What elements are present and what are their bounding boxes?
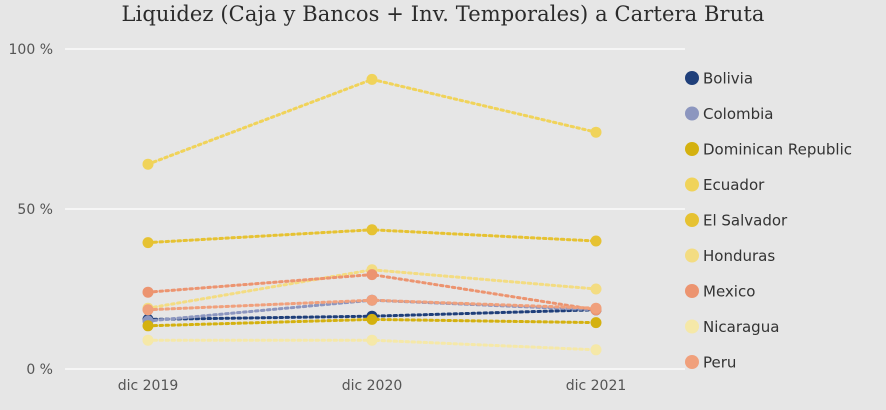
y-tick-label: 100 % (9, 42, 53, 58)
legend-label: Nicaragua (703, 318, 779, 336)
legend-item[interactable]: Honduras (685, 247, 775, 265)
legend-label: Ecuador (703, 176, 765, 194)
legend-item[interactable]: Dominican Republic (685, 141, 852, 159)
data-point (366, 334, 378, 346)
legend-marker (685, 106, 699, 121)
legend-marker (685, 248, 699, 263)
series-nicaragua (142, 334, 602, 356)
legend-marker (685, 319, 699, 334)
legend-marker (685, 142, 699, 156)
data-point (142, 286, 154, 298)
series-peru (142, 294, 602, 316)
data-point (590, 235, 602, 247)
data-point (590, 302, 602, 314)
x-tick-label: dic 2020 (342, 378, 403, 394)
series-el-salvador (142, 224, 602, 249)
chart-title: Liquidez (Caja y Bancos + Inv. Temporale… (121, 2, 765, 26)
legend-label: Mexico (703, 283, 755, 301)
data-point (366, 224, 378, 236)
legend-label: El Salvador (703, 212, 788, 230)
y-tick-label: 0 % (26, 362, 53, 378)
legend-marker (685, 355, 699, 369)
legend-label: Dominican Republic (703, 141, 852, 159)
series-lines (142, 73, 602, 356)
x-tick-label: dic 2021 (566, 378, 627, 394)
legend-label: Honduras (703, 247, 775, 265)
data-point (142, 237, 154, 249)
series-dominican-republic (142, 313, 602, 332)
legend-label: Bolivia (703, 70, 753, 88)
legend-label: Peru (703, 354, 736, 372)
data-point (142, 334, 154, 346)
legend-item[interactable]: Colombia (685, 105, 774, 123)
legend: Bolivia Colombia Dominican Republic Ecuador… (685, 70, 852, 372)
data-point (366, 73, 378, 85)
y-tick-label: 50 % (17, 202, 53, 218)
series-line (146, 77, 598, 166)
data-point (366, 269, 378, 281)
data-point (142, 158, 154, 170)
data-point (142, 304, 154, 316)
data-point (366, 313, 378, 325)
data-point (366, 294, 378, 306)
legend-label: Colombia (703, 105, 774, 123)
legend-marker (685, 71, 699, 85)
legend-item[interactable]: Peru (685, 354, 736, 372)
legend-item[interactable]: Bolivia (685, 70, 753, 88)
x-tick-label: dic 2019 (118, 378, 179, 394)
data-point (590, 283, 602, 295)
y-axis-ticks: 0 % 50 % 100 % (9, 42, 53, 378)
legend-item[interactable]: Ecuador (685, 176, 765, 194)
gridlines (65, 48, 685, 370)
legend-marker (685, 284, 699, 298)
legend-item[interactable]: Nicaragua (685, 318, 779, 336)
data-point (590, 126, 602, 138)
data-point (590, 344, 602, 356)
legend-item[interactable]: Mexico (685, 283, 755, 301)
data-point (590, 317, 602, 329)
x-axis-ticks: dic 2019 dic 2020 dic 2021 (118, 378, 627, 394)
data-point (142, 320, 154, 332)
series-ecuador (142, 73, 602, 170)
legend-marker (685, 177, 699, 192)
legend-item[interactable]: El Salvador (685, 212, 788, 230)
legend-marker (685, 213, 699, 227)
